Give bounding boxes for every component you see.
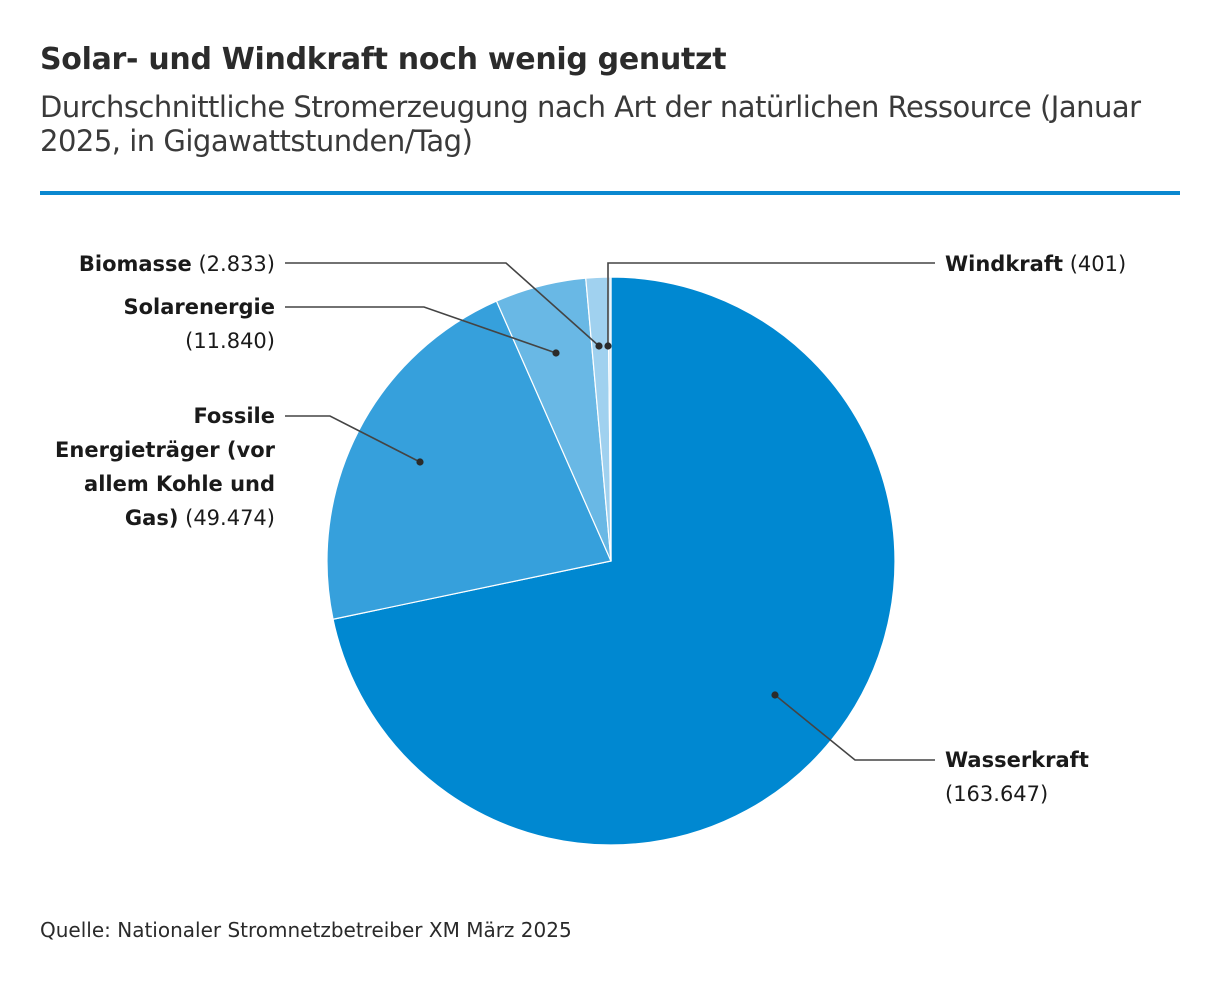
label-wasser-value: (163.647) [945,782,1049,806]
label-solar: Solarenergie (11.840) [123,290,275,358]
label-biomasse-name: Biomasse [78,252,192,276]
leader-dot-biomasse [595,342,603,350]
label-fossile-name-2: Energieträger (vor [55,438,275,462]
leader-line-wasser [774,694,935,761]
leader-dot-fossile [416,458,424,466]
label-fossile-name-1: Fossile [193,404,275,428]
chart-title: Solar- und Windkraft noch wenig genutzt [40,42,727,77]
label-wasser-name: Wasserkraft [945,748,1089,772]
leader-dot-wind [604,342,612,350]
label-wind: Windkraft (401) [945,247,1126,281]
label-fossile: Fossile Energieträger (vor allem Kohle u… [55,399,275,535]
label-biomasse: Biomasse (2.833) [79,247,275,281]
label-fossile-value: (49.474) [185,506,275,530]
leader-line-fossile [285,415,421,463]
label-wind-value: (401) [1069,252,1127,276]
label-fossile-name-4: Gas) [124,506,179,530]
label-solar-value: (11.840) [185,329,275,353]
label-wind-name: Windkraft [945,252,1064,276]
source-note: Quelle: Nationaler Stromnetzbetreiber XM… [40,918,572,942]
leader-dot-solar [552,349,560,357]
leader-line-wind [607,262,935,346]
label-solar-name: Solarenergie [123,295,275,319]
chart-subtitle: Durchschnittliche Stromerzeugung nach Ar… [40,90,1141,158]
label-biomasse-value: (2.833) [198,252,275,276]
leader-dot-wasser [771,691,779,699]
label-fossile-name-3: allem Kohle und [84,472,275,496]
title-divider [40,191,1180,195]
label-wasser: Wasserkraft (163.647) [945,743,1089,811]
leader-line-solar [285,306,557,354]
leader-line-biomasse [285,262,600,347]
